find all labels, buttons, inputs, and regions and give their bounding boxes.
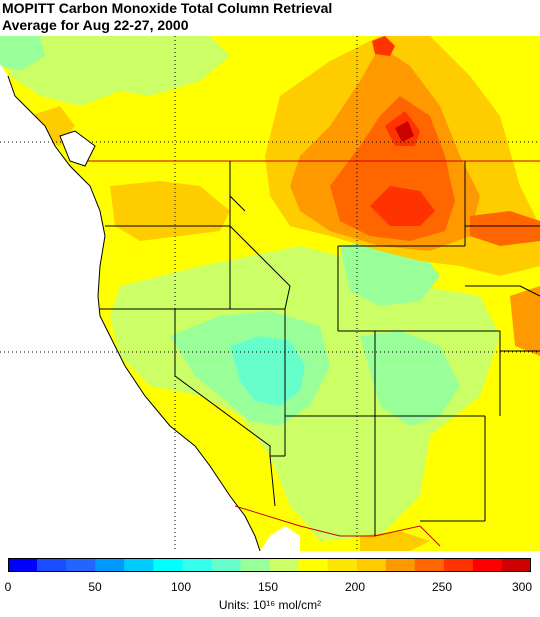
co-field-low-zone-nw xyxy=(0,36,45,71)
map-title: MOPITT Carbon Monoxide Total Column Retr… xyxy=(2,0,332,34)
colorbar-tick-100: 100 xyxy=(170,580,192,594)
colorbar-swatch xyxy=(298,558,329,572)
co-field-peak-north xyxy=(372,36,395,56)
colorbar-swatch xyxy=(327,558,358,572)
colorbar-swatch xyxy=(501,558,531,572)
colorbar-swatch xyxy=(269,558,300,572)
colorbar-swatch xyxy=(211,558,241,572)
colorbar-tick-200: 200 xyxy=(344,580,366,594)
us-mexico-border xyxy=(234,505,441,547)
colorbar-swatch xyxy=(356,558,387,572)
co-field-high-zone-south xyxy=(360,531,430,551)
co-concentration-map xyxy=(0,36,540,551)
units-label: Units: 10¹⁶ mol/cm² xyxy=(218,598,322,612)
co-field-lowest-zone xyxy=(230,336,305,406)
colorbar xyxy=(8,558,531,572)
coastline xyxy=(7,75,261,551)
colorbar-tick-150: 150 xyxy=(257,580,279,594)
co-field-low-zone-north xyxy=(0,36,230,106)
colorbar-tick-250: 250 xyxy=(431,580,453,594)
colorbar-swatch xyxy=(8,558,38,572)
colorbar-swatch xyxy=(414,558,445,572)
puget-sound xyxy=(59,130,96,167)
co-field-peak-zone-1 xyxy=(370,186,435,226)
colorbar-tick-300: 300 xyxy=(511,580,533,594)
colorbar-swatch xyxy=(182,558,212,572)
colorbar-swatch xyxy=(124,558,154,572)
colorbar-tick-0: 0 xyxy=(4,580,12,594)
colorbar-tick-50: 50 xyxy=(88,580,102,594)
title-line-2: Average for Aug 22-27, 2000 xyxy=(2,17,189,33)
co-field-high-zone-east xyxy=(470,211,540,246)
title-line-1: MOPITT Carbon Monoxide Total Column Retr… xyxy=(2,0,333,16)
colorbar-swatch xyxy=(472,558,503,572)
co-field-low-zone-colorado xyxy=(360,331,460,426)
colorbar-swatch xyxy=(443,558,474,572)
colorbar-swatch xyxy=(66,558,96,572)
co-field-peak-max xyxy=(395,121,414,142)
colorbar-border xyxy=(8,558,531,572)
co-field-high-zone-east-2 xyxy=(510,286,540,356)
state-boundaries xyxy=(100,161,540,536)
colorbar-swatch xyxy=(385,558,416,572)
colorbar-swatch xyxy=(240,558,270,572)
colorbar-swatch xyxy=(95,558,125,572)
baja-peninsula xyxy=(260,526,300,551)
colorbar-swatch xyxy=(153,558,183,572)
colorbar-swatch xyxy=(37,558,67,572)
pacific-ocean xyxy=(0,64,260,551)
